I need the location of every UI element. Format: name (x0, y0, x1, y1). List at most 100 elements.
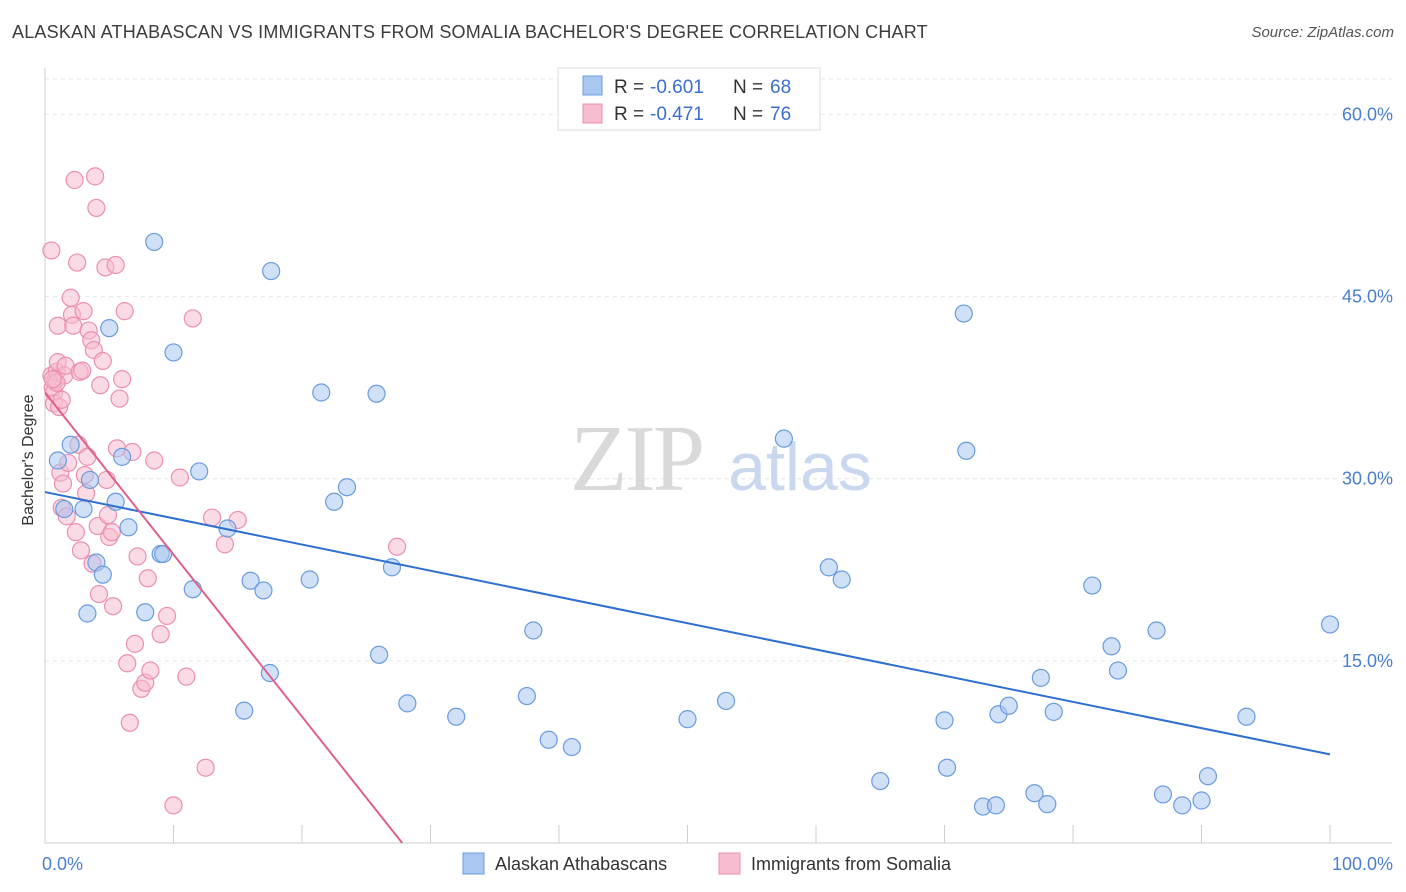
athabascan-point (100, 319, 119, 338)
athabascan-point (136, 603, 155, 622)
trend-line-athabascan (44, 491, 1331, 756)
athabascan-point (337, 478, 357, 497)
athabascan-point (300, 570, 319, 589)
watermark-atlas: atlas (728, 429, 872, 505)
somalia-point (177, 667, 196, 686)
legend-r-label-athabascan: R = (614, 77, 644, 98)
somalia-point (42, 241, 61, 260)
athabascan-point (183, 580, 202, 599)
athabascan-point (93, 565, 112, 584)
somalia-point (170, 468, 190, 487)
somalia-point (43, 370, 62, 389)
somalia-point (102, 523, 121, 542)
athabascan-point (119, 518, 138, 537)
athabascan-point (48, 451, 67, 470)
bottom-legend: Alaskan Athabascans Immigrants from Soma… (462, 852, 952, 875)
somalia-point (120, 713, 139, 732)
somalia-point (118, 654, 137, 673)
somalia-point (128, 547, 147, 566)
somalia-point (61, 288, 80, 307)
somalia-point (196, 758, 215, 777)
bottom-legend-swatch-athabascan (462, 852, 485, 875)
athabascan-point (1102, 637, 1121, 656)
athabascan-point (164, 343, 183, 362)
y-tick-label: 15.0% (1342, 651, 1393, 671)
athabascan-point (325, 492, 344, 511)
athabascan-point (539, 730, 558, 749)
somalia-point (66, 523, 85, 542)
athabascan-point (832, 570, 851, 589)
athabascan-point (517, 686, 536, 706)
athabascan-point (986, 796, 1006, 815)
athabascan-point (774, 429, 793, 448)
athabascan-point (241, 571, 260, 590)
somalia-point (86, 167, 105, 186)
somalia-point (53, 474, 73, 493)
somalia-point (78, 447, 97, 466)
somalia-point (151, 625, 170, 644)
bottom-legend-athabascan: Alaskan Athabascans (495, 854, 667, 874)
athabascan-point (262, 261, 281, 281)
athabascan-point (254, 581, 273, 600)
somalia-point (52, 390, 71, 409)
somalia-point (164, 796, 183, 815)
athabascan-point (447, 707, 466, 726)
athabascan-point (1198, 767, 1218, 786)
somalia-point (387, 537, 407, 556)
athabascan-point (562, 737, 581, 757)
y-axis-label: Bachelor's Degree (20, 394, 37, 525)
y-tick-label: 60.0% (1342, 104, 1393, 124)
athabascan-point (871, 771, 890, 791)
athabascan-point (1192, 791, 1211, 810)
x-tick-label: 0.0% (42, 854, 83, 874)
legend-swatch-somalia (582, 103, 603, 124)
legend-r-label-somalia: R = (614, 104, 644, 125)
somalia-point (48, 316, 67, 335)
athabascan-point (235, 701, 254, 720)
athabascan-point (1083, 576, 1102, 595)
legend-n-label-athabascan: N = (733, 77, 763, 98)
watermark-zip: ZIP (570, 407, 702, 511)
y-tick-labels: 15.0% 30.0% 45.0% 60.0% (1342, 104, 1393, 670)
athabascan-point (1320, 615, 1340, 634)
series-somalia-points (42, 167, 407, 815)
somalia-point (93, 351, 112, 371)
somalia-point (97, 470, 116, 490)
athabascan-point (819, 558, 838, 577)
y-tick-label: 45.0% (1342, 287, 1393, 307)
somalia-point (183, 309, 202, 328)
somalia-point (73, 361, 92, 380)
chart-title: ALASKAN ATHABASCAN VS IMMIGRANTS FROM SO… (12, 22, 928, 42)
athabascan-point (937, 758, 957, 777)
athabascan-point (367, 384, 386, 403)
athabascan-point (957, 441, 976, 460)
athabascan-point (370, 645, 389, 664)
legend-r-athabascan: -0.601 (650, 77, 704, 98)
athabascan-point (1025, 784, 1044, 803)
source-label: Source: ZipAtlas.com (1251, 24, 1394, 41)
athabascan-point (398, 694, 417, 713)
athabascan-point (55, 499, 74, 519)
somalia-point (87, 198, 106, 218)
legend-n-somalia: 76 (770, 104, 791, 125)
somalia-point (91, 376, 110, 395)
athabascan-point (74, 499, 93, 519)
somalia-point (64, 316, 83, 335)
somalia-point (138, 569, 157, 588)
somalia-point (157, 606, 177, 626)
athabascan-point (1173, 796, 1192, 815)
legend-swatch-athabascan (582, 75, 603, 96)
somalia-point (65, 170, 84, 190)
somalia-point (71, 541, 91, 560)
legend-n-athabascan: 68 (770, 77, 791, 98)
somalia-point (89, 584, 109, 604)
athabascan-point (260, 663, 279, 683)
somalia-point (202, 508, 222, 527)
x-tick-labels: 0.0% 100.0% (42, 854, 1393, 874)
athabascan-point (190, 462, 209, 481)
series-athabascan-points (48, 232, 1340, 816)
athabascan-point (112, 447, 132, 466)
axes (44, 68, 1392, 844)
legend: R = -0.601 N = 68 R = -0.471 N = 76 (557, 67, 821, 131)
somalia-point (141, 661, 160, 680)
